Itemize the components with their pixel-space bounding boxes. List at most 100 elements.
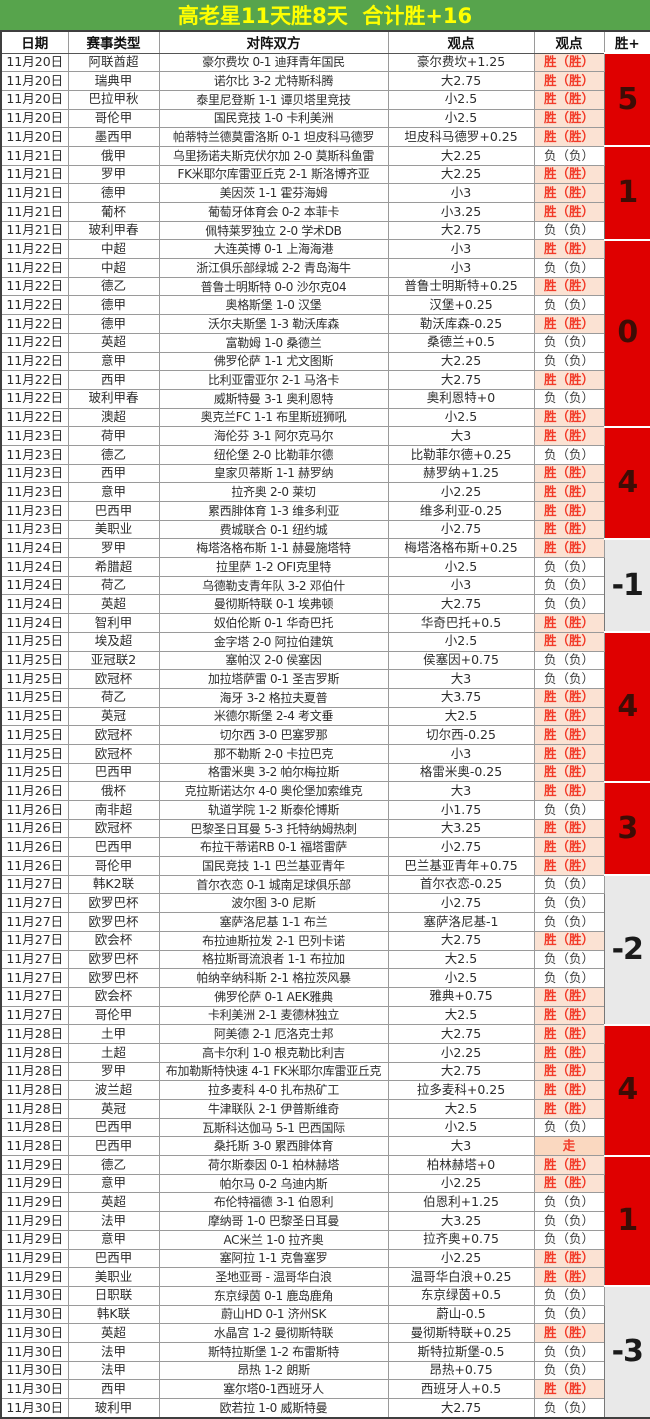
pick-cell: 小3 <box>387 239 535 260</box>
date-cell: 11月20日 <box>0 89 69 110</box>
result-cell: 胜（胜） <box>533 613 605 633</box>
result-cell: 胜（胜） <box>533 407 605 428</box>
day-total-cell: 1 <box>603 145 650 241</box>
result-cell: 负（负） <box>533 1192 605 1213</box>
result-cell: 负（负） <box>533 388 605 409</box>
table-row: 11月29日 巴西甲 塞阿拉 1-1 克鲁塞罗 小2.25 胜（胜） <box>0 1248 650 1269</box>
table-row: 11月23日 巴西甲 累西腓体育 1-3 维多利亚 维多利亚-0.25 胜（胜） <box>0 501 650 521</box>
result-cell: 负（负） <box>533 1397 605 1419</box>
date-cell: 11月24日 <box>0 538 69 559</box>
date-cell: 11月29日 <box>0 1248 69 1269</box>
matchup-cell: 乌里扬诺夫斯克伏尔加 2-0 莫斯科鱼雷 <box>158 145 389 166</box>
result-cell: 负（负） <box>533 912 605 932</box>
table-row: 11月25日 亚冠联2 塞帕汉 2-0 侯塞因 侯塞因+0.75 负（负） <box>0 650 650 671</box>
pick-cell: 小3.25 <box>387 202 535 222</box>
page-title: 高老星11天胜8天 合计胜+16 <box>0 0 650 30</box>
league-cell: 俄甲 <box>67 145 160 166</box>
matchup-cell: FK米耶尔库雷亚丘克 2-1 斯洛博齐亚 <box>158 164 389 185</box>
result-cell: 胜（胜） <box>533 743 605 764</box>
result-cell: 胜（胜） <box>533 482 605 502</box>
table-row: 11月30日 日职联 东京绿茵 0-1 鹿岛鹿角 东京绿茵+0.5 负（负） -3 <box>0 1285 650 1419</box>
result-cell: 胜（胜） <box>533 89 605 110</box>
table-row: 11月25日 英冠 米德尔斯堡 2-4 考文垂 大2.5 胜（胜） <box>0 706 650 727</box>
league-cell: 巴西甲 <box>67 762 160 783</box>
league-cell: 希腊超 <box>67 557 160 577</box>
table-row: 11月21日 俄甲 乌里扬诺夫斯克伏尔加 2-0 莫斯科鱼雷 大2.25 负（负） 1 <box>0 145 650 241</box>
date-cell: 11月29日 <box>0 1267 69 1287</box>
matchup-cell: 帕纳辛纳科斯 2-1 格拉茨风暴 <box>158 968 389 988</box>
matchup-cell: 圣地亚哥 - 温哥华白浪 <box>158 1267 389 1287</box>
column-header: 日期 <box>0 30 69 54</box>
date-cell: 11月21日 <box>0 202 69 222</box>
pick-cell: 小2.75 <box>387 519 535 540</box>
league-cell: 欧冠杯 <box>67 725 160 745</box>
league-cell: 荷乙 <box>67 687 160 708</box>
pick-cell: 昂热+0.75 <box>387 1360 535 1381</box>
table-row: 11月27日 欧罗巴杯 帕纳辛纳科斯 2-1 格拉茨风暴 小2.5 负（负） <box>0 968 650 988</box>
league-cell: 南非超 <box>67 800 160 820</box>
result-cell: 负（负） <box>533 650 605 671</box>
league-cell: 韩K2联 <box>67 874 160 895</box>
matchup-cell: 梅塔洛格布斯 1-1 赫曼施塔特 <box>158 538 389 559</box>
league-cell: 意甲 <box>67 1229 160 1250</box>
pick-cell: 梅塔洛格布斯+0.25 <box>387 538 535 559</box>
pick-cell: 大2.5 <box>387 706 535 727</box>
date-cell: 11月20日 <box>0 127 69 147</box>
day-total-cell: -2 <box>603 874 650 1026</box>
league-cell: 英超 <box>67 594 160 615</box>
league-cell: 法甲 <box>67 1211 160 1231</box>
matchup-cell: 金字塔 2-0 阿拉伯建筑 <box>158 631 389 652</box>
pick-cell: 曼彻斯特联+0.25 <box>387 1323 535 1343</box>
league-cell: 欧会杯 <box>67 930 160 951</box>
matchup-cell: 帕蒂特兰德莫雷洛斯 0-1 坦皮科马德罗 <box>158 127 389 147</box>
matchup-cell: 东京绿茵 0-1 鹿岛鹿角 <box>158 1285 389 1306</box>
league-cell: 亚冠联2 <box>67 650 160 671</box>
result-cell: 胜（胜） <box>533 1080 605 1100</box>
result-cell: 胜（胜） <box>533 370 605 390</box>
result-cell: 负（负） <box>533 669 605 689</box>
pick-cell: 小2.25 <box>387 482 535 502</box>
league-cell: 欧罗巴杯 <box>67 968 160 988</box>
league-cell: 罗甲 <box>67 164 160 185</box>
pick-cell: 蔚山-0.5 <box>387 1304 535 1325</box>
matchup-cell: 比利亚雷亚尔 2-1 马洛卡 <box>158 370 389 390</box>
table-row: 11月22日 德甲 沃尔夫斯堡 1-3 勒沃库森 勒沃库森-0.25 胜（胜） <box>0 314 650 334</box>
pick-cell: 华奇巴托+0.5 <box>387 613 535 633</box>
pick-cell: 斯特拉斯堡-0.5 <box>387 1341 535 1362</box>
league-cell: 澳超 <box>67 407 160 428</box>
league-cell: 波兰超 <box>67 1080 160 1100</box>
league-cell: 巴西甲 <box>67 501 160 521</box>
table-row: 11月22日 德乙 普鲁士明斯特 0-0 沙尔克04 普鲁士明斯特+0.25 胜（胜） <box>0 276 650 297</box>
pick-cell: 西班牙人+0.5 <box>387 1379 535 1399</box>
matchup-cell: 奥格斯堡 1-0 汉堡 <box>158 295 389 316</box>
league-cell: 巴西甲 <box>67 1117 160 1138</box>
league-cell: 欧冠杯 <box>67 743 160 764</box>
table-row: 11月22日 意甲 佛罗伦萨 1-1 尤文图斯 大2.25 负（负） <box>0 351 650 372</box>
day-total-cell: 3 <box>603 780 650 876</box>
pick-cell: 小2.75 <box>387 893 535 914</box>
table-row: 11月24日 英超 曼彻斯特联 0-1 埃弗顿 大2.75 负（负） <box>0 594 650 615</box>
matchup-cell: 塞尔塔0-1西班牙人 <box>158 1379 389 1399</box>
matchup-cell: 阿美德 2-1 厄洛克士邦 <box>158 1024 389 1044</box>
matchup-cell: 水晶宫 1-2 曼彻斯特联 <box>158 1323 389 1343</box>
date-cell: 11月28日 <box>0 1080 69 1100</box>
table-row: 11月28日 英冠 牛津联队 2-1 伊普斯维奇 大2.5 胜（胜） <box>0 1099 650 1119</box>
matchup-cell: 曼彻斯特联 0-1 埃弗顿 <box>158 594 389 615</box>
pick-cell: 小1.75 <box>387 800 535 820</box>
table-row: 11月28日 波兰超 拉多麦科 4-0 扎布热矿工 拉多麦科+0.25 胜（胜） <box>0 1080 650 1100</box>
league-cell: 德甲 <box>67 183 160 203</box>
result-cell: 负（负） <box>533 1304 605 1325</box>
pick-cell: 奥利恩特+0 <box>387 388 535 409</box>
table-row: 11月30日 法甲 昂热 1-2 朗斯 昂热+0.75 负（负） <box>0 1360 650 1381</box>
result-cell: 负（负） <box>533 575 605 596</box>
matchup-cell: 拉齐奥 2-0 莱切 <box>158 482 389 502</box>
date-cell: 11月22日 <box>0 295 69 316</box>
result-cell: 胜（胜） <box>533 108 605 129</box>
date-cell: 11月29日 <box>0 1155 69 1175</box>
result-cell: 负（负） <box>533 351 605 372</box>
matchup-cell: 乌德勒支青年队 3-2 邓伯什 <box>158 575 389 596</box>
league-cell: 英冠 <box>67 706 160 727</box>
date-cell: 11月23日 <box>0 444 69 465</box>
table-row: 11月23日 荷甲 海伦芬 3-1 阿尔克马尔 大3 胜（胜） 4 <box>0 425 650 540</box>
column-header: 赛事类型 <box>67 30 160 54</box>
